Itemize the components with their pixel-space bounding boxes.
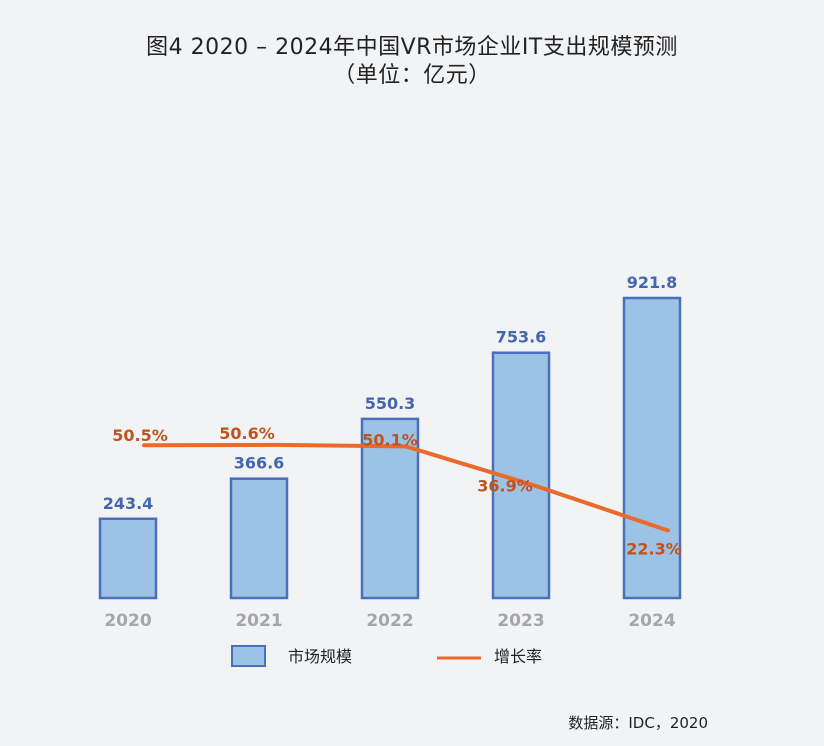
- bar-value-label-2021: 366.6: [234, 454, 285, 473]
- chart-subtitle: （单位：亿元）: [333, 63, 491, 88]
- bar-2024: [622, 296, 682, 600]
- rate-label-2020: 50.5%: [112, 426, 168, 445]
- rate-label-2024: 22.3%: [626, 540, 682, 559]
- x-tick-label-2023: 2023: [497, 611, 544, 631]
- bar-value-label-2024: 921.8: [627, 273, 678, 292]
- bar-value-label-2020: 243.4: [103, 494, 154, 513]
- chart-title: 图4 2020 – 2024年中国VR市场企业IT支出规模预测 （单位：亿元）: [0, 34, 824, 90]
- x-tick-label-2021: 2021: [235, 611, 282, 631]
- legend-bar-swatch: [231, 645, 266, 667]
- x-tick-label-2022: 2022: [366, 611, 413, 631]
- x-tick-label-2020: 2020: [104, 611, 151, 631]
- legend-line-label: 增长率: [494, 647, 542, 666]
- chart-title-main: 图4 2020 – 2024年中国VR市场企业IT支出规模预测: [146, 35, 678, 60]
- rate-label-2021: 50.6%: [219, 424, 275, 443]
- bar-2021: [229, 477, 289, 600]
- legend-bar-label: 市场规模: [288, 647, 352, 666]
- rate-label-2023: 36.9%: [477, 476, 533, 495]
- data-source: 数据源：IDC，2020: [568, 714, 708, 732]
- rate-label-2022: 50.1%: [362, 430, 418, 449]
- x-tick-label-2024: 2024: [628, 611, 675, 631]
- chart-labels: 243.4 2020 366.6 2021 550.3 2022 753.6 2023 921.…: [103, 273, 682, 631]
- bar-value-label-2022: 550.3: [365, 394, 416, 413]
- legend: 市场规模 增长率: [231, 645, 542, 667]
- bar-2020: [98, 517, 158, 600]
- growth-line-series: [142, 442, 670, 533]
- bar-series: [98, 296, 682, 600]
- growth-rate-line: [142, 442, 670, 533]
- bar-value-label-2023: 753.6: [496, 328, 547, 347]
